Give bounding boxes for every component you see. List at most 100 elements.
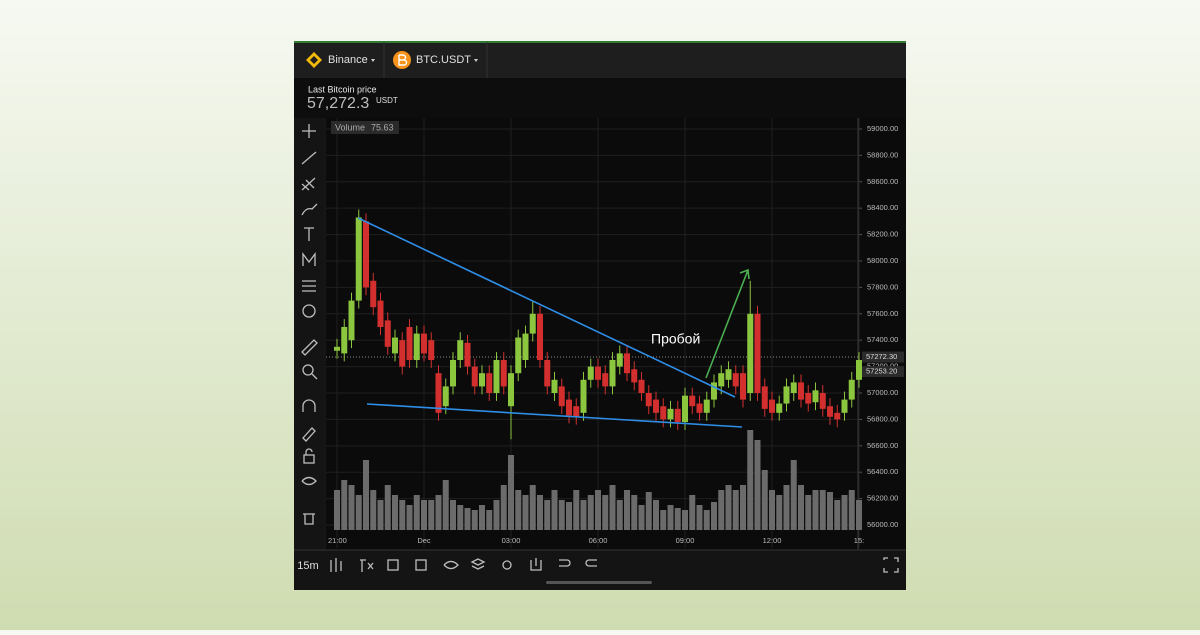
y-tick-label: 56400.00 xyxy=(867,467,898,476)
candle-body xyxy=(754,313,761,394)
plot: 56000.00 56200.00 56400.00 56600.00 56800.00… xyxy=(326,118,898,548)
volume-bar xyxy=(377,500,384,530)
volume-bar xyxy=(508,455,514,530)
candle-body xyxy=(450,359,456,387)
volume-bar xyxy=(551,490,558,530)
volume-bar xyxy=(544,500,551,530)
candle-body xyxy=(747,313,754,394)
scroll-handle[interactable] xyxy=(546,581,652,584)
volume-bar xyxy=(827,492,833,530)
candle-body xyxy=(783,386,790,404)
y-tick-label: 56800.00 xyxy=(867,414,898,423)
candle-body xyxy=(435,373,442,413)
price-marker-label: 57253.20 xyxy=(866,367,897,376)
volume-bar xyxy=(819,490,826,530)
volume-bar xyxy=(805,495,812,530)
candle-body xyxy=(812,390,819,403)
candle-body xyxy=(384,320,391,347)
x-tick-label: 12:00 xyxy=(763,536,782,545)
y-tick-label: 57600.00 xyxy=(867,309,898,318)
drawing-tools[interactable] xyxy=(301,124,318,525)
volume-legend-box xyxy=(331,121,399,134)
y-tick-label: 56000.00 xyxy=(867,520,898,529)
volume-bar xyxy=(450,500,456,530)
volume-bar xyxy=(334,490,340,530)
candle-body xyxy=(848,379,855,400)
volume-bar xyxy=(834,500,841,530)
candle-body xyxy=(363,221,369,288)
candle-body xyxy=(544,359,551,387)
candle-body xyxy=(609,359,616,387)
dropdown-arrow xyxy=(371,59,375,62)
pair-logo-mark xyxy=(398,54,408,66)
y-tick-label: 58800.00 xyxy=(867,150,898,159)
volume-bar xyxy=(399,500,406,530)
candle-body xyxy=(493,359,500,394)
chart-tools[interactable] xyxy=(330,557,899,573)
interval[interactable]: 15m xyxy=(297,560,318,572)
candle-body xyxy=(740,373,746,400)
candle-body xyxy=(595,366,601,380)
exchange-logo xyxy=(306,52,322,68)
candle-body xyxy=(725,369,732,380)
candle-body xyxy=(798,382,804,400)
candle-body xyxy=(711,382,717,400)
volume-bar xyxy=(442,480,449,530)
breakout-arrow xyxy=(705,268,750,379)
volume-legend-label: Volume xyxy=(335,122,365,132)
volume-bar xyxy=(812,490,819,530)
pair-selector[interactable]: BTC.USDT xyxy=(393,51,478,69)
exchange-selector[interactable]: Binance xyxy=(306,52,375,68)
candle-body xyxy=(392,337,398,354)
volume-bar xyxy=(413,495,420,530)
volume-bar xyxy=(667,505,674,530)
dropdown-arrow xyxy=(474,59,478,62)
candle-body xyxy=(573,406,580,417)
x-tick-label: 09:00 xyxy=(676,536,695,545)
candle-body xyxy=(580,379,587,413)
candle-body xyxy=(500,359,507,387)
volume-bar xyxy=(848,490,855,530)
volume-bar xyxy=(776,495,783,530)
volume-bar xyxy=(711,502,717,530)
y-tick-label: 58600.00 xyxy=(867,177,898,186)
candle-body xyxy=(587,366,594,380)
volume-legend-value: 75.63 xyxy=(371,122,394,132)
candle-body xyxy=(522,333,529,360)
volume-bar xyxy=(457,505,464,530)
candle-body xyxy=(479,373,485,387)
volume-bar xyxy=(638,505,645,530)
volume-bar xyxy=(471,510,478,530)
candle-body xyxy=(442,386,449,407)
annotation: Пробой xyxy=(651,331,700,347)
candle-body xyxy=(428,340,435,360)
price-marker-box xyxy=(862,351,904,363)
price-marker-label: 57272.30 xyxy=(866,352,897,361)
candle-body xyxy=(486,373,493,394)
candle-body xyxy=(776,403,783,413)
candle-body xyxy=(624,353,630,374)
candle-body xyxy=(769,399,775,413)
volume-bar xyxy=(660,510,667,530)
candle-body xyxy=(471,366,478,387)
price-marker-box xyxy=(862,366,904,378)
candle-body xyxy=(645,393,652,407)
volume-bar xyxy=(348,485,355,530)
candle-body xyxy=(718,373,725,387)
price-label: Last Bitcoin price xyxy=(308,84,377,94)
volume-bar xyxy=(841,495,848,530)
volume-bar xyxy=(674,508,681,530)
volume-bar xyxy=(341,480,348,530)
candle-body xyxy=(464,342,471,367)
candle-body xyxy=(653,399,659,413)
candle-body xyxy=(689,395,696,407)
price-unit: USDT xyxy=(376,96,398,105)
x-tick-label: Dec xyxy=(417,536,431,545)
x-tick-label: 03:00 xyxy=(502,536,521,545)
volume-bar xyxy=(769,490,775,530)
volume-bar xyxy=(689,495,696,530)
candle-body xyxy=(834,412,841,420)
y-tick-label: 56200.00 xyxy=(867,494,898,503)
candle-body xyxy=(682,395,688,423)
